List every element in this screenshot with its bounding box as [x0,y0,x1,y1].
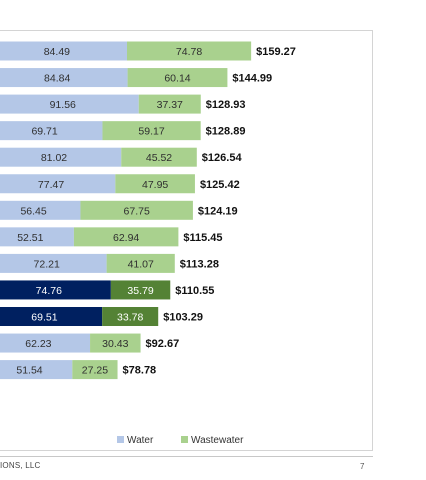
water-value-label: 69.51 [31,312,57,324]
water-bar [0,280,111,300]
water-bar [0,94,139,114]
wastewater-value-label: 35.79 [127,285,153,297]
total-value-label: $115.45 [183,232,222,244]
wastewater-value-label: 41.07 [128,258,154,270]
water-value-label: 84.84 [44,73,70,85]
legend-label: Water [127,435,154,446]
water-value-label: 91.56 [50,99,76,111]
water-value-label: 74.76 [36,285,62,297]
water-value-label: 52.51 [17,232,43,244]
wastewater-value-label: 59.17 [138,126,164,138]
wastewater-bar [102,121,201,141]
water-bar [0,227,74,247]
total-value-label: $144.99 [232,73,272,85]
total-value-label: $92.67 [146,338,180,350]
water-bar [0,307,103,326]
wastewater-bar [127,41,252,61]
footer-divider [0,456,373,457]
footer-company-text: IONS, LLC [0,461,41,470]
wastewater-bar [106,253,175,273]
wastewater-value-label: 27.25 [82,365,108,377]
total-value-label: $128.93 [206,99,246,111]
total-value-label: $103.29 [163,312,203,324]
water-bar [0,360,73,380]
water-bar [0,174,116,194]
wastewater-value-label: 45.52 [146,152,172,164]
wastewater-value-label: 60.14 [164,73,190,85]
wastewater-value-label: 47.95 [142,179,168,191]
water-bar [0,333,91,353]
wastewater-bar [121,147,197,167]
wastewater-bar [110,280,171,300]
total-value-label: $113.28 [180,258,219,270]
wastewater-bar [102,307,159,326]
total-value-label: $125.42 [200,179,240,191]
wastewater-bar [73,227,179,247]
wastewater-value-label: 74.78 [176,46,202,58]
water-value-label: 69.71 [31,126,57,138]
water-value-label: 51.54 [16,365,42,377]
wastewater-bar [72,360,118,380]
total-value-label: $126.54 [202,152,243,164]
total-value-label: $124.19 [198,205,238,217]
water-value-label: 62.23 [25,338,51,350]
wastewater-value-label: 37.37 [157,99,183,111]
legend-label: Wastewater [191,435,244,446]
wastewater-bar [90,333,141,353]
water-bar [0,253,107,273]
wastewater-value-label: 67.75 [124,205,150,217]
legend-swatch [181,436,188,443]
total-value-label: $110.55 [175,285,214,297]
water-bar [0,147,122,167]
wastewater-bar [127,68,228,88]
water-bar [0,41,128,61]
stacked-bar-chart: 84.49 74.78 $159.27 84.84 60.14 $144.99 91.56 3… [0,41,296,446]
wastewater-bar [138,94,201,114]
wastewater-value-label: 62.94 [113,232,139,244]
wastewater-value-label: 30.43 [102,338,128,350]
wastewater-value-label: 33.78 [117,312,143,324]
water-value-label: 84.49 [44,46,70,58]
water-bar [0,121,103,141]
water-bar [0,68,128,88]
water-value-label: 77.47 [38,179,64,191]
legend-swatch [117,436,124,443]
wastewater-bar [80,200,193,220]
wastewater-bar [115,174,195,194]
total-value-label: $78.78 [123,365,157,377]
water-value-label: 72.21 [34,258,60,270]
water-value-label: 81.02 [41,152,67,164]
total-value-label: $159.27 [256,46,296,58]
water-value-label: 56.45 [20,205,46,217]
water-bar [0,200,81,220]
total-value-label: $128.89 [206,126,246,138]
page-number: 7 [360,462,365,471]
chart-frame: 84.49 74.78 $159.27 84.84 60.14 $144.99 91.56 3… [0,30,373,451]
